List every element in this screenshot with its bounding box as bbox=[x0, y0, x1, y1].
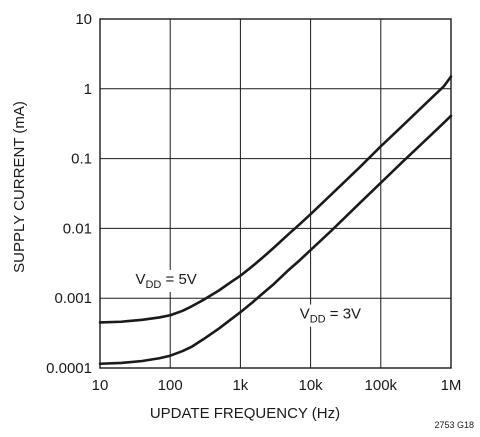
curve-label-bg-1 bbox=[296, 304, 365, 327]
y-tick-label-5: 10 bbox=[75, 11, 92, 28]
curve-label-main-0: V bbox=[135, 271, 145, 288]
y-tick-label-4: 1 bbox=[84, 81, 92, 98]
curve-label-tail-1: = 3V bbox=[326, 306, 361, 323]
grid-lines bbox=[99, 18, 452, 369]
series-line-1 bbox=[98, 114, 453, 366]
y-tick-labels: 0.0001 0.001 0.01 0.1 1 10 bbox=[46, 11, 92, 377]
curve-label-tail-0: = 5V bbox=[161, 271, 196, 288]
curves bbox=[98, 75, 453, 366]
x-tick-label-4: 100k bbox=[365, 377, 398, 394]
x-tick-labels: 10 100 1k 10k 100k 1M bbox=[92, 377, 462, 394]
figure-id: 2753 G18 bbox=[434, 420, 474, 430]
y-tick-label-3: 0.1 bbox=[71, 151, 92, 168]
curve-label-main-1: V bbox=[300, 306, 310, 323]
x-axis-title: UPDATE FREQUENCY (Hz) bbox=[150, 405, 340, 422]
y-tick-label-0: 0.0001 bbox=[46, 360, 92, 377]
x-tick-label-3: 10k bbox=[299, 377, 324, 394]
curve-label-bg-0 bbox=[132, 269, 200, 292]
plot-frame bbox=[99, 18, 452, 369]
x-tick-label-0: 10 bbox=[92, 377, 109, 394]
x-tick-label-2: 1k bbox=[232, 377, 248, 394]
x-tick-label-5: 1M bbox=[441, 377, 462, 394]
curve-label-0: VDD = 5V bbox=[135, 271, 196, 291]
y-tick-label-2: 0.01 bbox=[63, 220, 92, 237]
y-axis-title: SUPPLY CURRENT (mA) bbox=[11, 101, 28, 273]
curve-label-1: VDD = 3V bbox=[300, 306, 361, 326]
series-line-0 bbox=[98, 75, 453, 324]
x-tick-label-1: 100 bbox=[158, 377, 183, 394]
curve-label-sub-1: DD bbox=[310, 314, 326, 326]
curve-label-sub-0: DD bbox=[145, 279, 161, 291]
y-tick-label-1: 0.001 bbox=[54, 290, 92, 307]
